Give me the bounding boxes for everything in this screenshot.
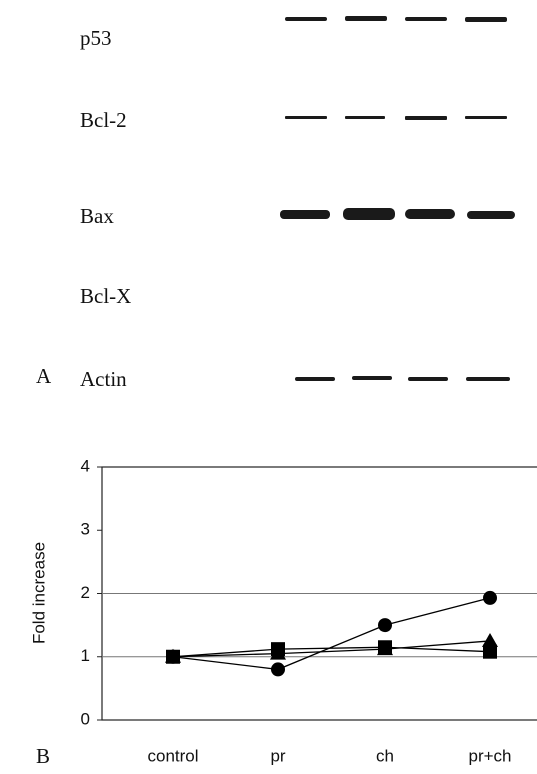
series-line: [173, 598, 490, 669]
blot-label: p53: [80, 26, 112, 50]
band: [345, 16, 387, 21]
marker: [483, 645, 497, 659]
y-tick-label: 0: [81, 709, 90, 728]
band: [295, 377, 335, 381]
band: [405, 209, 455, 219]
y-tick-label: 1: [81, 646, 90, 665]
panel-label: B: [36, 744, 50, 768]
x-tick-label: ch: [376, 746, 394, 765]
marker: [378, 618, 392, 632]
x-tick-label: control: [147, 746, 198, 765]
blot-bands: [280, 16, 515, 381]
band: [345, 116, 385, 119]
band: [343, 208, 395, 220]
band: [285, 116, 327, 119]
marker: [166, 650, 180, 664]
marker: [271, 642, 285, 656]
blot-label: Bcl-X: [80, 284, 131, 308]
figure: p53 Bcl-2 Bax Bcl-X Actin A B Fold incre…: [0, 0, 537, 774]
band: [352, 376, 392, 380]
band: [405, 116, 447, 120]
x-tick-label: pr+ch: [469, 746, 512, 765]
y-tick-label: 4: [81, 456, 90, 475]
band: [405, 17, 447, 21]
marker: [271, 662, 285, 676]
marker: [483, 591, 497, 605]
panel-label: A: [36, 364, 52, 388]
band: [465, 17, 507, 22]
band: [408, 377, 448, 381]
band: [467, 211, 515, 219]
y-tick-label: 2: [81, 583, 90, 602]
y-tick-label: 3: [81, 520, 90, 539]
band: [466, 377, 510, 381]
blot-label: Bcl-2: [80, 108, 127, 132]
band: [285, 17, 327, 21]
band: [465, 116, 507, 119]
blot-label: Actin: [80, 367, 127, 391]
y-axis-label: Fold increase: [29, 542, 48, 644]
marker: [378, 640, 392, 654]
band: [280, 210, 330, 219]
x-tick-label: pr: [270, 746, 285, 765]
blot-label: Bax: [80, 204, 114, 228]
